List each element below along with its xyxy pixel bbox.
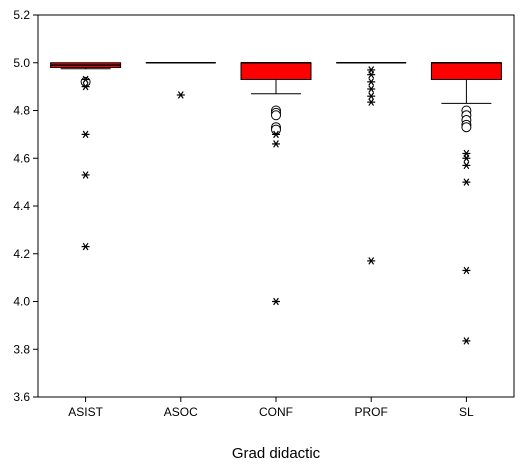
outlier-star (367, 98, 376, 106)
outlier-star (81, 171, 90, 179)
outlier-star (272, 130, 280, 139)
y-tick-label: 4.4 (13, 199, 30, 213)
outlier-star (81, 130, 90, 139)
outlier-star (462, 266, 471, 275)
y-tick-label: 3.6 (13, 390, 30, 404)
y-axis: 3.6 3.8 4.0 4.2 4.4 4.6 4.8 5.0 5.2 (13, 8, 38, 404)
x-tick-label-asoc: ASOC (164, 405, 198, 419)
outlier-circle (461, 122, 472, 133)
outlier-star (462, 178, 471, 186)
x-tick-label-sl: SL (459, 405, 474, 419)
box-group-conf (240, 62, 312, 306)
y-tick-label: 4.6 (13, 151, 30, 165)
y-tick-label: 5.0 (13, 56, 30, 70)
x-tick-label-conf: CONF (259, 405, 293, 419)
box-group-asoc (145, 62, 216, 99)
x-axis: ASIST ASOC CONF PROF SL (68, 397, 474, 419)
outlier-star (81, 82, 90, 91)
outlier-circle (271, 110, 281, 121)
outlier-circle (271, 124, 281, 135)
box-group-prof (336, 62, 407, 265)
outlier-star (176, 91, 185, 99)
y-tick-label: 4.2 (13, 247, 30, 261)
y-tick-label: 5.2 (13, 8, 30, 22)
outlier-star (272, 140, 280, 148)
outlier-star (367, 78, 376, 86)
x-axis-title: Grad didactic (232, 445, 321, 462)
y-tick-label: 4.0 (13, 295, 30, 309)
outlier-star (462, 154, 471, 162)
box-group-asist (50, 62, 122, 251)
x-tick-label-asist: ASIST (68, 405, 103, 419)
y-tick-label: 4.8 (13, 104, 30, 118)
x-tick-label-prof: PROF (355, 405, 388, 419)
outlier-star (81, 75, 90, 84)
box (430, 62, 502, 80)
outlier-star (367, 257, 376, 265)
y-tick-label: 3.8 (13, 342, 30, 356)
outlier-star (272, 297, 280, 306)
box-group-sl (430, 62, 502, 345)
outlier-star (367, 70, 376, 79)
outlier-star (462, 337, 471, 345)
outlier-star (367, 92, 376, 100)
outlier-star (81, 242, 90, 251)
outlier-star (462, 161, 471, 170)
box (240, 62, 312, 80)
outlier-star (367, 85, 376, 93)
boxes (50, 62, 502, 345)
